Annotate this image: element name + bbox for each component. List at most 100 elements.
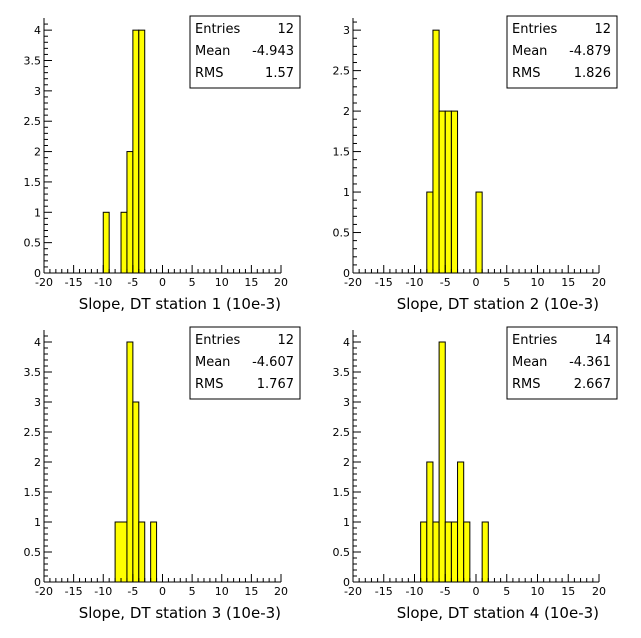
y-tick-label: 0 xyxy=(34,576,41,589)
x-tick-label: -20 xyxy=(35,585,53,598)
stats-value-entries: 12 xyxy=(277,22,294,37)
stats-label-entries: Entries xyxy=(195,333,241,348)
x-tick-label: -10 xyxy=(406,276,424,289)
histogram-bar xyxy=(132,401,140,583)
histogram-bar xyxy=(438,110,446,274)
stats-value-mean: -4.607 xyxy=(252,355,294,370)
histogram-bar xyxy=(102,211,110,274)
stats-box-frame xyxy=(189,15,301,89)
x-tick-label: 20 xyxy=(592,585,606,598)
y-tick-label: 1 xyxy=(34,206,41,219)
histogram-bar xyxy=(481,521,489,583)
x-tick-label: 15 xyxy=(244,585,258,598)
stats-box-frame xyxy=(189,326,301,400)
y-tick-label: 3 xyxy=(343,396,350,409)
stats-box: Entries 12 Mean -4.607 RMS 1.767 xyxy=(189,326,301,400)
y-tick-label: 3.5 xyxy=(24,366,42,379)
x-tick-label: -5 xyxy=(127,585,138,598)
stats-value-entries: 12 xyxy=(594,22,611,37)
x-tick-label: -15 xyxy=(65,585,83,598)
histogram-panel-3: -20 -15 -10 -5 0 5 10 15 20 0 0.5 1 1.5 2 2.5 3 3.5 4 Slop… xyxy=(24,326,301,622)
y-tick-label: 1.5 xyxy=(24,486,42,499)
histogram-bar xyxy=(457,461,465,583)
stats-box: Entries 12 Mean -4.943 RMS 1.57 xyxy=(189,15,301,89)
x-tick-label: 5 xyxy=(503,585,510,598)
x-tick-label: -15 xyxy=(375,585,393,598)
histogram-bar xyxy=(120,211,128,274)
y-tick-label: 1.5 xyxy=(333,486,351,499)
histogram-bar xyxy=(444,521,452,583)
y-tick-label: 4 xyxy=(343,336,350,349)
stats-label-mean: Mean xyxy=(195,355,230,370)
y-tick-label: 2 xyxy=(34,456,41,469)
stats-label-entries: Entries xyxy=(512,333,558,348)
histogram-bar xyxy=(426,461,434,583)
x-tick-label: 20 xyxy=(592,276,606,289)
y-tick-label: 0.5 xyxy=(333,546,351,559)
histogram-bar xyxy=(450,110,459,274)
y-tick-label: 0 xyxy=(343,267,350,280)
stats-value-mean: -4.361 xyxy=(569,355,611,370)
histogram-panel-4: -20 -15 -10 -5 0 5 10 15 20 0 0.5 1 1.5 2 2.5 3 3.5 4 Slop… xyxy=(333,326,618,622)
x-tick-label: 10 xyxy=(215,585,229,598)
histogram-bar xyxy=(132,29,140,274)
x-tick-label: 15 xyxy=(244,276,258,289)
stats-value-mean: -4.943 xyxy=(252,44,294,59)
stats-label-mean: Mean xyxy=(512,355,547,370)
y-tick-label: 0.5 xyxy=(24,237,42,250)
x-tick-label: 5 xyxy=(189,276,196,289)
x-tick-label: -15 xyxy=(375,276,393,289)
histogram-bar xyxy=(138,29,146,274)
x-tick-label: -10 xyxy=(406,585,424,598)
stats-box: Entries 14 Mean -4.361 RMS 2.667 xyxy=(506,326,618,400)
stats-label-mean: Mean xyxy=(512,44,547,59)
x-axis-label: Slope, DT station 2 (10e-3) xyxy=(397,295,599,313)
y-tick-label: 2 xyxy=(34,146,41,159)
histogram-bar xyxy=(426,191,434,274)
stats-label-rms: RMS xyxy=(512,66,541,81)
x-tick-label: 10 xyxy=(531,585,545,598)
histogram-bar xyxy=(438,341,446,583)
y-tick-label: 0 xyxy=(34,267,41,280)
histogram-bar xyxy=(114,521,128,583)
x-axis-label: Slope, DT station 1 (10e-3) xyxy=(79,295,281,313)
histogram-bar xyxy=(432,29,440,274)
x-tick-label: 20 xyxy=(274,276,288,289)
stats-value-entries: 12 xyxy=(277,333,294,348)
stats-box-frame xyxy=(506,326,618,400)
x-tick-label: 10 xyxy=(531,276,545,289)
x-tick-label: 15 xyxy=(561,585,575,598)
y-tick-label: 0.5 xyxy=(24,546,42,559)
y-tick-label: 4 xyxy=(34,24,41,37)
histogram-bar xyxy=(138,521,146,583)
y-tick-label: 0 xyxy=(343,576,350,589)
y-tick-label: 1.5 xyxy=(333,146,351,159)
histogram-bar xyxy=(450,521,459,583)
y-tick-label: 0.5 xyxy=(333,227,351,240)
stats-label-mean: Mean xyxy=(195,44,230,59)
histogram-bar xyxy=(475,191,483,274)
x-tick-label: -10 xyxy=(94,585,112,598)
stats-label-entries: Entries xyxy=(512,22,558,37)
stats-box: Entries 12 Mean -4.879 RMS 1.826 xyxy=(506,15,618,89)
stats-box-frame xyxy=(506,15,618,89)
x-tick-label: 0 xyxy=(473,276,480,289)
x-tick-label: -10 xyxy=(94,276,112,289)
y-tick-label: 4 xyxy=(34,336,41,349)
y-tick-label: 2.5 xyxy=(24,426,42,439)
stats-value-rms: 1.826 xyxy=(574,66,611,81)
y-tick-label: 1.5 xyxy=(24,176,42,189)
histogram-bar xyxy=(126,151,134,274)
x-tick-label: 0 xyxy=(159,276,166,289)
y-tick-label: 3.5 xyxy=(24,55,42,68)
stats-value-rms: 1.57 xyxy=(265,66,294,81)
histogram-panel-1: -20 -15 -10 -5 0 5 10 15 20 0 0.5 1 1.5 2 2.5 3 3.5 4 Slop… xyxy=(24,15,301,313)
histogram-bar xyxy=(463,521,471,583)
stats-value-rms: 1.767 xyxy=(257,377,294,392)
x-axis-label: Slope, DT station 4 (10e-3) xyxy=(397,604,599,622)
stats-label-rms: RMS xyxy=(195,66,224,81)
stats-value-mean: -4.879 xyxy=(569,44,611,59)
stats-value-entries: 14 xyxy=(594,333,611,348)
histogram-bar xyxy=(444,110,452,274)
